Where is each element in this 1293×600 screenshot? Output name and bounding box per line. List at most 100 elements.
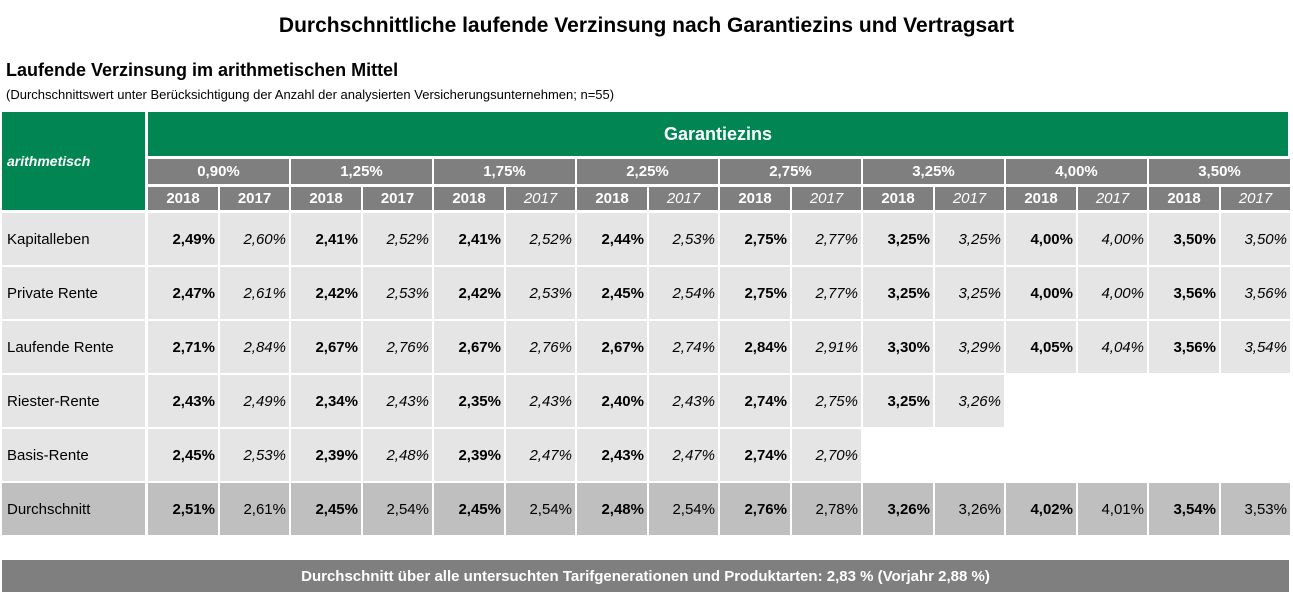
- average-cell: 2,45%: [291, 483, 361, 535]
- main-title: Durchschnittliche laufende Verzinsung na…: [278, 14, 1015, 37]
- year-header-2018: 2018: [720, 187, 790, 210]
- table-cell: 2,77%: [792, 213, 861, 265]
- average-cell: 2,54%: [506, 483, 575, 535]
- table-cell: 4,00%: [1078, 267, 1147, 319]
- table-cell: 3,25%: [863, 375, 933, 427]
- table-cell: 3,25%: [863, 213, 933, 265]
- average-cell: 2,78%: [792, 483, 861, 535]
- table-cell: 4,00%: [1006, 267, 1076, 319]
- table-cell: 2,84%: [720, 321, 790, 373]
- average-cell: 2,76%: [720, 483, 790, 535]
- table-cell: 4,04%: [1078, 321, 1147, 373]
- table-cell: 2,71%: [148, 321, 218, 373]
- average-cell: 3,54%: [1149, 483, 1219, 535]
- table-cell: 2,75%: [720, 267, 790, 319]
- table-cell: 3,50%: [1149, 213, 1219, 265]
- year-header-2018: 2018: [1006, 187, 1076, 210]
- table-cell: 4,05%: [1006, 321, 1076, 373]
- table-cell: 2,60%: [220, 213, 289, 265]
- table-cell: 3,29%: [935, 321, 1004, 373]
- table-cell: 2,42%: [291, 267, 361, 319]
- table-cell: 3,54%: [1221, 321, 1290, 373]
- table-cell: 2,39%: [291, 429, 361, 481]
- average-cell: 2,54%: [363, 483, 432, 535]
- table-cell: 3,26%: [935, 375, 1004, 427]
- table-cell: 3,25%: [935, 213, 1004, 265]
- table-cell: 3,30%: [863, 321, 933, 373]
- year-header-2017: 2017: [935, 187, 1004, 210]
- year-header-2018: 2018: [577, 187, 647, 210]
- rate-header: 0,90%: [148, 159, 289, 184]
- average-cell: 2,61%: [220, 483, 289, 535]
- table-cell: 2,45%: [577, 267, 647, 319]
- rate-header: 1,25%: [291, 159, 432, 184]
- table-cell: 2,47%: [649, 429, 718, 481]
- table-note: (Durchschnittswert unter Berücksichtigun…: [6, 87, 615, 102]
- table-cell: 2,40%: [577, 375, 647, 427]
- table-cell: 2,53%: [220, 429, 289, 481]
- year-header-2018: 2018: [434, 187, 504, 210]
- row-label: Private Rente: [2, 267, 145, 319]
- table-cell: 2,44%: [577, 213, 647, 265]
- table-cell: 3,25%: [935, 267, 1004, 319]
- table-subtitle: Laufende Verzinsung im arithmetischen Mi…: [6, 60, 399, 80]
- rate-header: 4,00%: [1006, 159, 1147, 184]
- table-cell: 2,43%: [363, 375, 432, 427]
- year-header-2017: 2017: [1078, 187, 1147, 210]
- rate-header: 3,50%: [1149, 159, 1290, 184]
- year-header-2017: 2017: [220, 187, 289, 210]
- table-cell: 2,39%: [434, 429, 504, 481]
- table-cell: 2,42%: [434, 267, 504, 319]
- table-cell: 2,43%: [506, 375, 575, 427]
- table-cell: 2,75%: [792, 375, 861, 427]
- table-cell: 2,41%: [434, 213, 504, 265]
- year-header-2018: 2018: [291, 187, 361, 210]
- table-cell: 2,54%: [649, 267, 718, 319]
- table-cell: 2,74%: [649, 321, 718, 373]
- average-cell: 2,54%: [649, 483, 718, 535]
- table-cell: 2,53%: [363, 267, 432, 319]
- table-cell: 2,75%: [720, 213, 790, 265]
- table-cell: 2,76%: [363, 321, 432, 373]
- row-label: Basis-Rente: [2, 429, 145, 481]
- average-row-label: Durchschnitt: [2, 483, 145, 535]
- table-cell: 2,77%: [792, 267, 861, 319]
- table-cell: 2,47%: [148, 267, 218, 319]
- year-header-2017: 2017: [1221, 187, 1290, 210]
- table-cell: 2,61%: [220, 267, 289, 319]
- year-header-2018: 2018: [1149, 187, 1219, 210]
- rate-header: 3,25%: [863, 159, 1004, 184]
- table-cell: 2,49%: [148, 213, 218, 265]
- average-cell: 2,51%: [148, 483, 218, 535]
- row-label: Kapitalleben: [2, 213, 145, 265]
- table-cell: 3,25%: [863, 267, 933, 319]
- garantiezins-header: Garantiezins: [148, 112, 1288, 156]
- table-cell: 3,56%: [1221, 267, 1290, 319]
- table-cell: 3,56%: [1149, 267, 1219, 319]
- row-label: Laufende Rente: [2, 321, 145, 373]
- table-cell: 2,43%: [148, 375, 218, 427]
- table-cell: 2,48%: [363, 429, 432, 481]
- table-cell: 2,45%: [148, 429, 218, 481]
- table-cell: 2,52%: [506, 213, 575, 265]
- average-cell: 3,53%: [1221, 483, 1290, 535]
- table-cell: 2,49%: [220, 375, 289, 427]
- table-cell: 2,76%: [506, 321, 575, 373]
- rate-header: 2,75%: [720, 159, 861, 184]
- table-cell: 2,34%: [291, 375, 361, 427]
- table-cell: 2,67%: [577, 321, 647, 373]
- rate-header: 1,75%: [434, 159, 575, 184]
- year-header-2018: 2018: [148, 187, 218, 210]
- table-cell: 4,00%: [1006, 213, 1076, 265]
- average-cell: 2,45%: [434, 483, 504, 535]
- year-header-2017: 2017: [792, 187, 861, 210]
- table-cell: 2,43%: [649, 375, 718, 427]
- table-cell: 2,84%: [220, 321, 289, 373]
- table-cell: 2,41%: [291, 213, 361, 265]
- table-cell: 2,35%: [434, 375, 504, 427]
- table-cell: 2,67%: [291, 321, 361, 373]
- average-cell: 3,26%: [863, 483, 933, 535]
- average-cell: 3,26%: [935, 483, 1004, 535]
- average-cell: 4,02%: [1006, 483, 1076, 535]
- corner-label: arithmetisch: [2, 112, 145, 210]
